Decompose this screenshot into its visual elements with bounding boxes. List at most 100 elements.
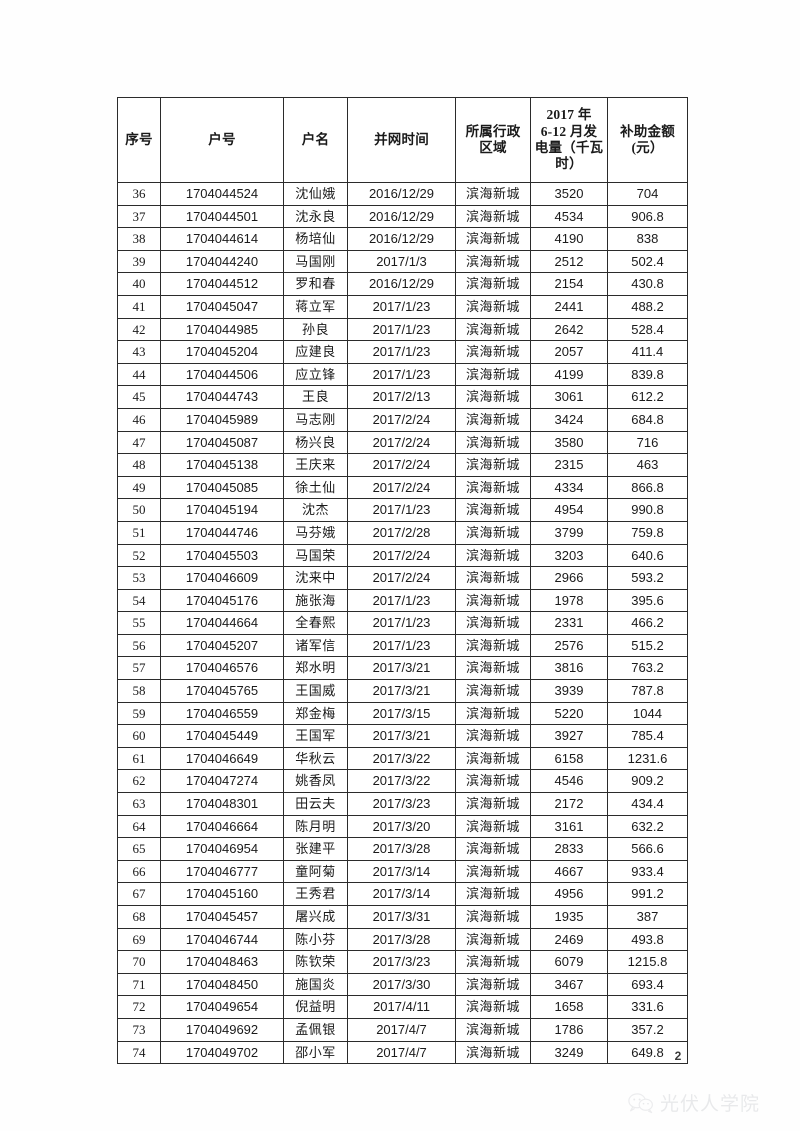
cell-name: 孟佩银	[283, 1017, 348, 1042]
cell-amt: 463	[607, 453, 688, 477]
cell-kwh: 4534	[530, 204, 608, 229]
table-row: 63 1704048301 田云夫 2017/3/23 滨海新城 2172 434.4	[117, 792, 688, 816]
cell-region: 滨海新城	[455, 566, 531, 590]
cell-kwh: 6079	[530, 950, 608, 974]
cell-name: 马国刚	[283, 249, 348, 274]
cell-name: 马芬娥	[283, 520, 348, 545]
cell-kwh: 2315	[530, 453, 608, 477]
cell-seq: 59	[117, 701, 161, 726]
cell-kwh: 1658	[530, 995, 608, 1019]
cell-kwh: 3580	[530, 430, 608, 455]
table-row: 49 1704045085 徐土仙 2017/2/24 滨海新城 4334 866.8	[117, 475, 688, 500]
cell-seq: 53	[117, 566, 161, 590]
cell-date: 2017/1/23	[347, 633, 456, 658]
cell-name: 沈仙娥	[283, 182, 348, 206]
cell-region: 滨海新城	[455, 792, 531, 816]
cell-acct: 1704049654	[160, 995, 284, 1019]
cell-seq: 72	[117, 995, 161, 1019]
cell-date: 2017/3/31	[347, 905, 456, 929]
cell-name: 陈钦荣	[283, 950, 348, 974]
cell-acct: 1704046576	[160, 656, 284, 681]
cell-region: 滨海新城	[455, 543, 531, 568]
cell-region: 滨海新城	[455, 588, 531, 613]
cell-seq: 69	[117, 927, 161, 952]
table-header-row: 序号 户号 户名 并网时间 所属行政 区域 2017 年 6-12 月发 电量（千瓦 时） 补助金额…	[117, 97, 688, 183]
cell-amt: 331.6	[607, 995, 688, 1019]
cell-date: 2016/12/29	[347, 272, 456, 296]
cell-date: 2017/2/24	[347, 430, 456, 455]
page-number: 2	[674, 1049, 682, 1063]
watermark: 光伏人学院	[628, 1089, 760, 1116]
cell-kwh: 3927	[530, 724, 608, 748]
cell-kwh: 3249	[530, 1040, 608, 1065]
cell-seq: 61	[117, 746, 161, 771]
cell-acct: 1704045087	[160, 430, 284, 455]
cell-acct: 1704044240	[160, 249, 284, 274]
cell-name: 王国军	[283, 724, 348, 748]
cell-name: 郑水明	[283, 656, 348, 681]
cell-name: 徐土仙	[283, 475, 348, 500]
cell-region: 滨海新城	[455, 724, 531, 748]
table-row: 71 1704048450 施国炎 2017/3/30 滨海新城 3467 693.4	[117, 972, 688, 997]
cell-seq: 56	[117, 633, 161, 658]
cell-name: 陈小芬	[283, 927, 348, 952]
cell-amt: 838	[607, 227, 688, 251]
cell-amt: 515.2	[607, 633, 688, 658]
column-header-line: 并网时间	[374, 131, 429, 147]
cell-kwh: 4667	[530, 859, 608, 884]
column-header-amt: 补助金额 (元）	[607, 97, 688, 183]
cell-date: 2017/3/28	[347, 837, 456, 861]
column-header-kwh: 2017 年 6-12 月发 电量（千瓦 时）	[530, 97, 608, 183]
table-row: 42 1704044985 孙良 2017/1/23 滨海新城 2642 528.4	[117, 317, 688, 342]
column-header-line: 区域	[479, 140, 507, 155]
table-row: 54 1704045176 施张海 2017/1/23 滨海新城 1978 395.6	[117, 588, 688, 613]
column-header-date: 并网时间	[347, 97, 456, 183]
cell-acct: 1704046664	[160, 814, 284, 839]
cell-kwh: 3799	[530, 520, 608, 545]
cell-date: 2017/2/28	[347, 520, 456, 545]
column-header-line: 序号	[125, 131, 153, 147]
cell-amt: 566.6	[607, 837, 688, 861]
cell-kwh: 2057	[530, 340, 608, 364]
cell-region: 滨海新城	[455, 453, 531, 477]
cell-kwh: 6158	[530, 746, 608, 771]
table-row: 66 1704046777 童阿菊 2017/3/14 滨海新城 4667 933.4	[117, 859, 688, 884]
cell-kwh: 2833	[530, 837, 608, 861]
cell-acct: 1704046649	[160, 746, 284, 771]
cell-region: 滨海新城	[455, 701, 531, 726]
cell-seq: 57	[117, 656, 161, 681]
cell-amt: 466.2	[607, 611, 688, 635]
cell-region: 滨海新城	[455, 927, 531, 952]
cell-seq: 42	[117, 317, 161, 342]
cell-kwh: 3161	[530, 814, 608, 839]
cell-acct: 1704045457	[160, 905, 284, 929]
cell-kwh: 3520	[530, 182, 608, 206]
cell-kwh: 3203	[530, 543, 608, 568]
table-row: 67 1704045160 王秀君 2017/3/14 滨海新城 4956 991.2	[117, 882, 688, 906]
cell-amt: 632.2	[607, 814, 688, 839]
cell-kwh: 3061	[530, 385, 608, 409]
table-row: 40 1704044512 罗和春 2016/12/29 滨海新城 2154 430.8	[117, 272, 688, 296]
cell-name: 杨培仙	[283, 227, 348, 251]
cell-acct: 1704044614	[160, 227, 284, 251]
cell-date: 2017/3/30	[347, 972, 456, 997]
cell-date: 2017/1/23	[347, 498, 456, 522]
cell-amt: 488.2	[607, 294, 688, 319]
table-row: 38 1704044614 杨培仙 2016/12/29 滨海新城 4190 838	[117, 227, 688, 251]
cell-kwh: 3467	[530, 972, 608, 997]
cell-region: 滨海新城	[455, 746, 531, 771]
cell-acct: 1704044506	[160, 362, 284, 387]
cell-amt: 430.8	[607, 272, 688, 296]
cell-region: 滨海新城	[455, 679, 531, 703]
cell-date: 2017/2/24	[347, 566, 456, 590]
cell-acct: 1704045765	[160, 679, 284, 703]
cell-region: 滨海新城	[455, 498, 531, 522]
table-row: 61 1704046649 华秋云 2017/3/22 滨海新城 6158 1231.6	[117, 746, 688, 771]
cell-kwh: 2469	[530, 927, 608, 952]
column-header-line: 户号	[208, 131, 236, 147]
cell-acct: 1704045138	[160, 453, 284, 477]
table-row: 55 1704044664 全春熙 2017/1/23 滨海新城 2331 466.2	[117, 611, 688, 635]
cell-kwh: 1935	[530, 905, 608, 929]
cell-amt: 640.6	[607, 543, 688, 568]
cell-name: 沈杰	[283, 498, 348, 522]
